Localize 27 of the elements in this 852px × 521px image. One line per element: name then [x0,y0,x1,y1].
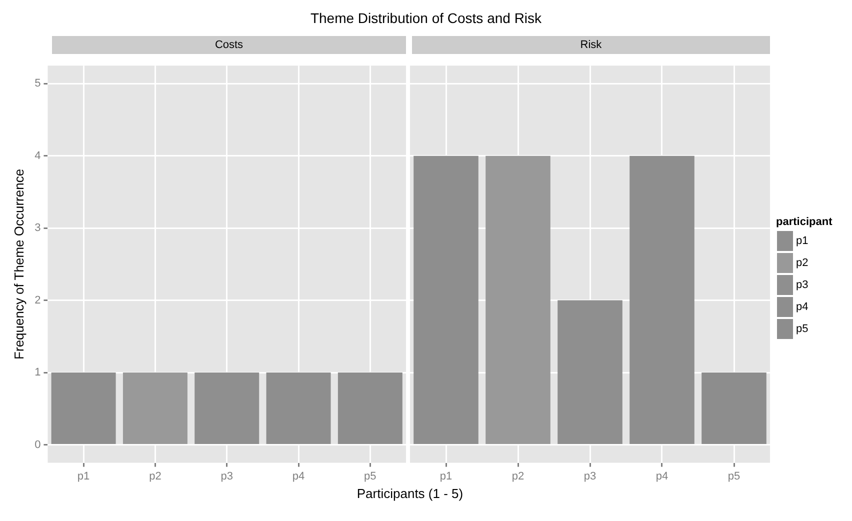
legend-title: participant [776,216,832,228]
x-tick-label: p1 [77,470,90,482]
x-tick-label: p5 [364,470,376,482]
legend-label: p1 [796,235,808,247]
x-axis-title: Participants (1 - 5) [356,486,464,501]
x-tick-label: p3 [220,470,233,482]
legend-label: p2 [796,257,808,269]
y-tick-label: 3 [34,222,41,234]
y-tick-label: 2 [34,294,41,306]
x-tick-label: p4 [292,470,305,482]
x-tick-label: p4 [656,470,668,482]
x-tick-label: p2 [149,470,162,482]
y-tick-label: 5 [34,78,41,90]
y-tick-label: 0 [34,438,41,451]
y-tick-label: 4 [34,150,41,162]
x-tick-label: p2 [512,470,524,482]
x-tick-label: p5 [728,470,740,482]
legend-label: p4 [796,301,808,313]
chart-subtitle: Costs [52,36,406,54]
y-axis-title: Frequency of Theme Occurrence [11,168,26,360]
x-tick-label: p3 [584,470,596,482]
legend-label: p5 [796,323,808,335]
y-tick-label: 1 [34,366,41,379]
chart-title: Theme Distribution of Costs and Risk [309,10,543,26]
x-tick-label: p1 [440,470,452,482]
legend-label: p3 [796,279,808,291]
chart-subtitle: Risk [412,36,770,54]
